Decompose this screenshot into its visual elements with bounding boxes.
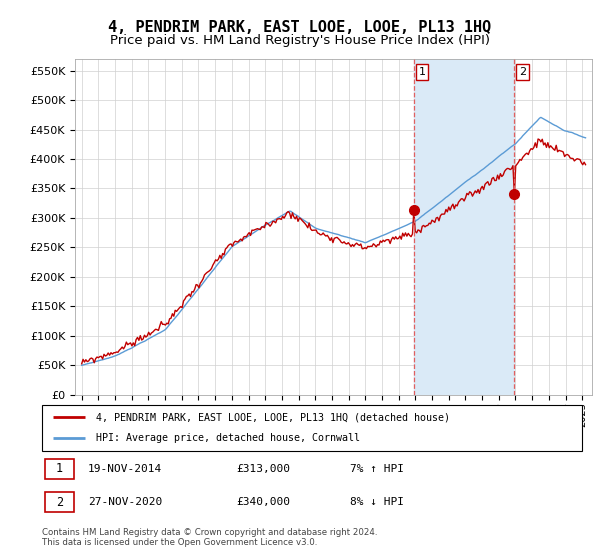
Text: 19-NOV-2014: 19-NOV-2014: [88, 464, 162, 474]
Text: 7% ↑ HPI: 7% ↑ HPI: [350, 464, 404, 474]
Text: 8% ↓ HPI: 8% ↓ HPI: [350, 497, 404, 507]
Text: Price paid vs. HM Land Registry's House Price Index (HPI): Price paid vs. HM Land Registry's House …: [110, 34, 490, 46]
FancyBboxPatch shape: [42, 405, 582, 451]
Text: 4, PENDRIM PARK, EAST LOOE, LOOE, PL13 1HQ (detached house): 4, PENDRIM PARK, EAST LOOE, LOOE, PL13 1…: [96, 412, 450, 422]
Text: HPI: Average price, detached house, Cornwall: HPI: Average price, detached house, Corn…: [96, 433, 360, 444]
FancyBboxPatch shape: [45, 459, 74, 479]
Text: £340,000: £340,000: [236, 497, 290, 507]
Text: 1: 1: [419, 67, 425, 77]
Text: 2: 2: [519, 67, 526, 77]
Text: 1: 1: [56, 463, 63, 475]
Text: Contains HM Land Registry data © Crown copyright and database right 2024.
This d: Contains HM Land Registry data © Crown c…: [42, 528, 377, 547]
Text: 2: 2: [56, 496, 63, 508]
Text: £313,000: £313,000: [236, 464, 290, 474]
FancyBboxPatch shape: [45, 492, 74, 512]
Bar: [413, 59, 514, 395]
Text: 27-NOV-2020: 27-NOV-2020: [88, 497, 162, 507]
Text: 4, PENDRIM PARK, EAST LOOE, LOOE, PL13 1HQ: 4, PENDRIM PARK, EAST LOOE, LOOE, PL13 1…: [109, 20, 491, 35]
